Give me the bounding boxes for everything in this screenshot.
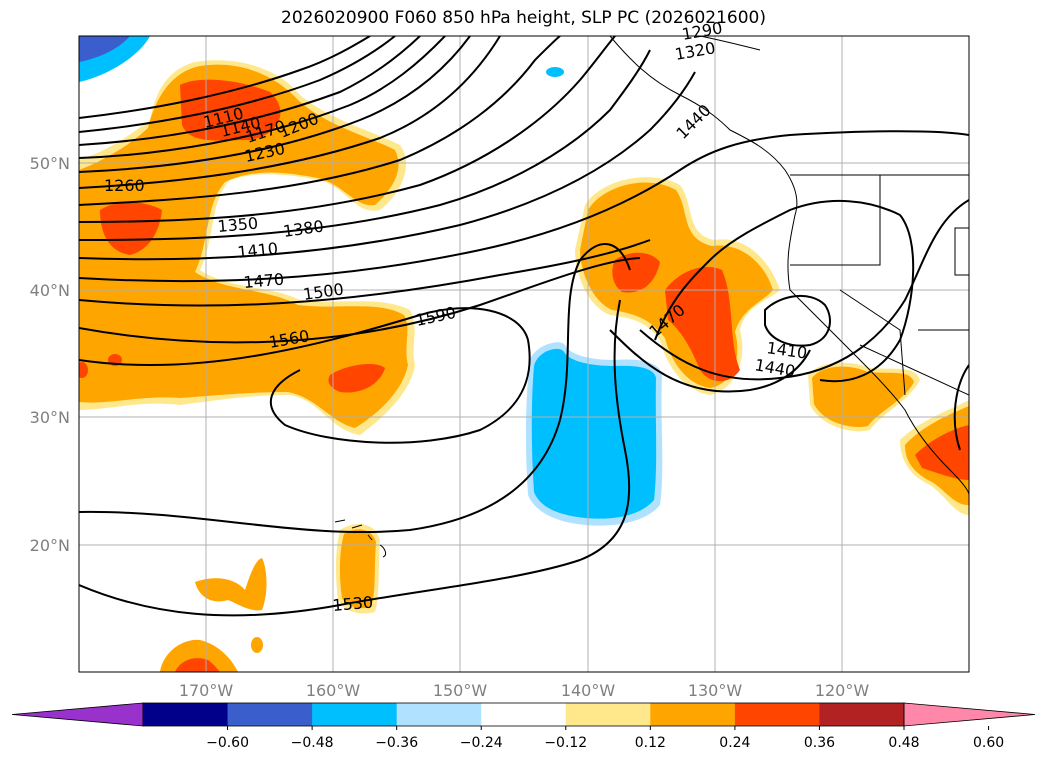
colorbar-extend-high [903,702,1036,727]
colorbar-extend-low [11,702,144,727]
longitude-labels: 170°W 160°W 150°W 140°W 130°W 120°W [179,681,870,700]
contour-label: 1470 [243,270,285,292]
contour-label: 1530 [332,593,374,615]
colorbar-tick-label: 0.60 [973,735,1004,751]
coastlines [334,36,969,558]
lat-label-40n: 40°N [30,281,70,300]
colorbar-tick-label: 0.12 [635,735,666,751]
colorbar-tick-label: −0.36 [375,735,418,751]
lat-label-50n: 50°N [30,154,70,173]
colorbar-ticks: −0.60 −0.48 −0.36 −0.24 −0.12 0.12 0.24 0.36 0.4… [206,726,1004,751]
colorbar-tick-label: −0.60 [206,735,249,751]
latitude-labels: 50°N 40°N 30°N 20°N [30,154,70,555]
colorbar-segment [312,703,398,726]
contour-label: 1410 [236,239,278,262]
colorbar-border [142,702,905,727]
lon-label-130w: 130°W [688,681,743,700]
colorbar-tick-label: −0.48 [291,735,334,751]
colorbar-segment [227,703,313,726]
colorbar [11,702,1036,727]
lon-label-150w: 150°W [433,681,488,700]
lat-label-20n: 20°N [30,536,70,555]
colorbar-segment [396,703,482,726]
contour-label: 1260 [104,176,145,195]
lat-label-30n: 30°N [30,408,70,427]
lon-label-170w: 170°W [179,681,234,700]
colorbar-tick-label: −0.12 [544,735,587,751]
colorbar-tick-label: −0.24 [460,735,503,751]
colorbar-segment [481,703,567,726]
map-frame [78,35,970,673]
colorbar-tick-label: 0.48 [888,735,919,751]
colorbar-segment [143,703,229,726]
colorbar-tick-label: 0.36 [804,735,835,751]
anomaly-fill [79,36,969,672]
colorbar-segment [734,703,820,726]
map-title: 2026020900 F060 850 hPa height, SLP PC (… [281,8,766,28]
colorbar-segment [650,703,736,726]
lon-label-160w: 160°W [306,681,361,700]
colorbar-segment [565,703,651,726]
contour-label: 1350 [217,214,259,236]
lon-label-120w: 120°W [815,681,870,700]
colorbar-tick-label: 0.24 [719,735,750,751]
height-contours [79,36,969,617]
lon-label-140w: 140°W [561,681,616,700]
colorbar-segment [819,703,905,726]
